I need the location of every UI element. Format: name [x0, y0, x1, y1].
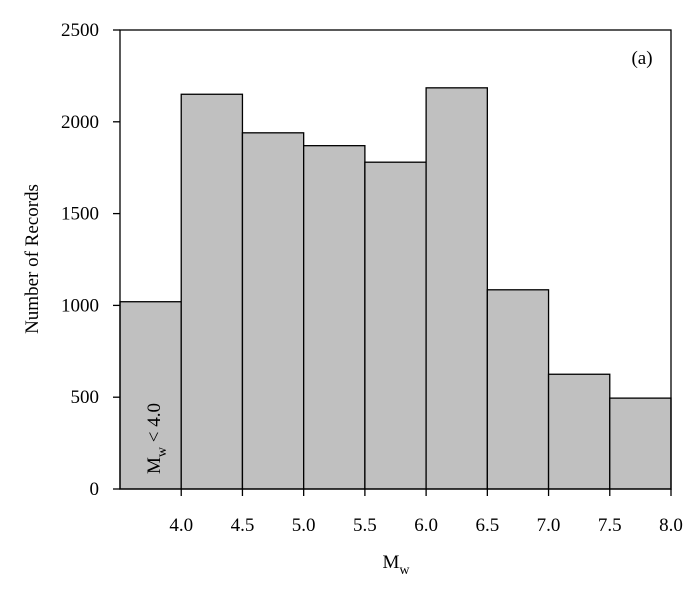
- y-tick-label: 0: [90, 479, 100, 500]
- x-tick-label: 6.5: [475, 515, 499, 536]
- plot-area: [119, 87, 672, 490]
- panel-label: (a): [631, 48, 652, 69]
- y-tick-label: 1000: [61, 295, 99, 316]
- x-tick-label: 8.0: [659, 515, 683, 536]
- x-tick-label: 6.0: [414, 515, 438, 536]
- bar: [119, 301, 182, 490]
- bar: [425, 87, 488, 490]
- x-label-main: M: [382, 552, 399, 573]
- y-tick-label: 2500: [61, 20, 99, 41]
- y-axis-label: Number of Records: [22, 184, 43, 334]
- y-tick-label: 500: [71, 387, 100, 408]
- bar: [303, 145, 366, 490]
- x-tick-label: 7.0: [537, 515, 561, 536]
- y-tick-label: 1500: [61, 204, 99, 225]
- annotation-main: M: [144, 457, 165, 474]
- bar: [609, 397, 672, 490]
- annotation: Mw < 4.0: [144, 403, 170, 474]
- x-tick-label: 5.5: [353, 515, 377, 536]
- annotation-rest: < 4.0: [144, 403, 165, 447]
- y-tick-label: 2000: [61, 112, 99, 133]
- x-tick-label: 7.5: [598, 515, 622, 536]
- bar: [241, 132, 305, 490]
- bar: [364, 161, 427, 490]
- bar: [486, 289, 550, 490]
- x-tick-label: 4.5: [231, 515, 255, 536]
- x-label-sub: w: [399, 563, 410, 578]
- plot-frame: [119, 29, 672, 490]
- bar: [547, 373, 611, 490]
- bar: [180, 93, 244, 490]
- x-tick-label: 4.0: [169, 515, 193, 536]
- annotation-sub: w: [155, 446, 170, 457]
- x-axis-label: Mw: [382, 552, 410, 578]
- x-tick-label: 5.0: [292, 515, 316, 536]
